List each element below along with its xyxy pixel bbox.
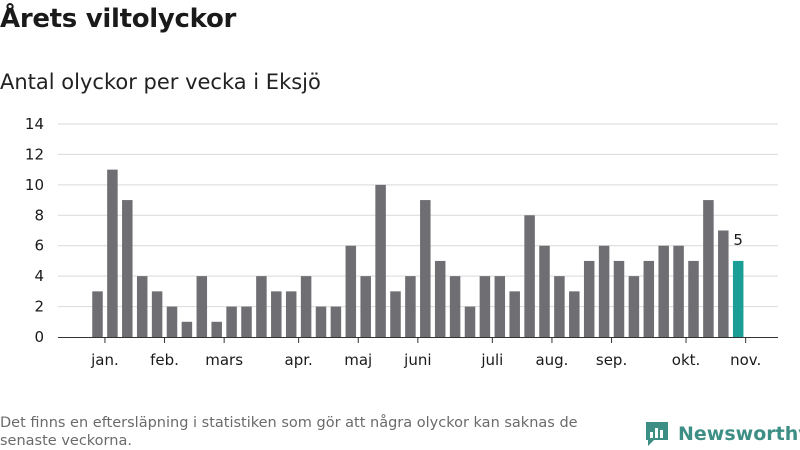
bar [256, 276, 267, 337]
footnote: Det finns en eftersläpning i statistiken… [0, 415, 578, 449]
bar [107, 169, 118, 337]
x-tick-label: juli [480, 351, 503, 369]
bar [509, 291, 520, 337]
bar [241, 306, 252, 337]
y-tick-label: 6 [34, 237, 44, 255]
bar-chart-logo-icon [646, 422, 668, 446]
x-tick-label: maj [344, 351, 372, 369]
bar [122, 200, 133, 337]
bar [151, 291, 163, 337]
bar [390, 291, 401, 337]
bar [718, 230, 729, 337]
bar [688, 260, 699, 337]
bar [613, 260, 625, 337]
bar-chart: 0 2 4 6 8 10 12 14 jan. feb. mars apr. maj juni juli a… [25, 115, 778, 369]
x-tick-label: okt. [672, 351, 701, 369]
brand-logo[interactable]: Newsworthy [644, 419, 800, 449]
bar [449, 276, 461, 337]
bar [330, 306, 342, 337]
bar [345, 245, 357, 337]
bar [554, 276, 565, 337]
bar [628, 276, 640, 337]
bar [420, 200, 431, 337]
bar [643, 260, 655, 337]
data-label-latest: 5 [733, 231, 743, 249]
bar [673, 245, 684, 337]
x-tick-label: sep. [596, 351, 627, 369]
bar [434, 260, 446, 337]
bar [285, 291, 297, 337]
x-tick-label: mars [205, 351, 243, 369]
bar [226, 306, 237, 337]
y-tick-label: 10 [25, 176, 44, 194]
bar [569, 291, 580, 337]
y-tick-label: 8 [34, 206, 44, 224]
bar [92, 291, 103, 337]
bar [181, 321, 193, 337]
bar [583, 260, 595, 337]
y-tick-label: 4 [34, 267, 44, 285]
y-tick-label: 0 [34, 328, 44, 346]
bar [405, 276, 416, 337]
grid-lines [58, 123, 778, 308]
bar [598, 245, 610, 337]
bar [539, 245, 550, 337]
bar [494, 276, 506, 337]
y-tick-label: 2 [34, 298, 44, 316]
x-tick-label: nov. [730, 351, 761, 369]
x-axis-ticks: jan. feb. mars apr. maj juni juli aug. sep. okt. n… [58, 337, 778, 369]
x-tick-label: apr. [285, 351, 313, 369]
bar [300, 276, 312, 337]
x-tick-label: feb. [150, 351, 179, 369]
brand-name: Newsworthy [678, 423, 800, 445]
bar [375, 184, 386, 337]
chart-subtitle: Antal olyckor per vecka i Eksjö [0, 70, 321, 94]
bars [92, 169, 744, 337]
bar [703, 200, 714, 337]
bar [315, 306, 327, 337]
bar [136, 276, 148, 337]
bar [658, 245, 669, 337]
x-tick-label: jan. [90, 351, 119, 369]
x-tick-label: aug. [535, 351, 568, 369]
bar [211, 321, 222, 337]
bar [464, 306, 476, 337]
bar [479, 276, 491, 337]
bar-latest-week [732, 260, 744, 337]
bar [271, 291, 282, 337]
y-tick-label: 14 [25, 115, 44, 133]
x-tick-label: juni [403, 351, 431, 369]
bar [166, 306, 178, 337]
bar [524, 215, 535, 337]
bar [360, 276, 371, 337]
y-tick-label: 12 [25, 145, 44, 163]
bar [196, 276, 208, 337]
y-axis-ticks: 0 2 4 6 8 10 12 14 [25, 115, 44, 346]
data-labels: 5 [733, 231, 743, 249]
chart-title: Årets viltolyckor [0, 4, 237, 34]
